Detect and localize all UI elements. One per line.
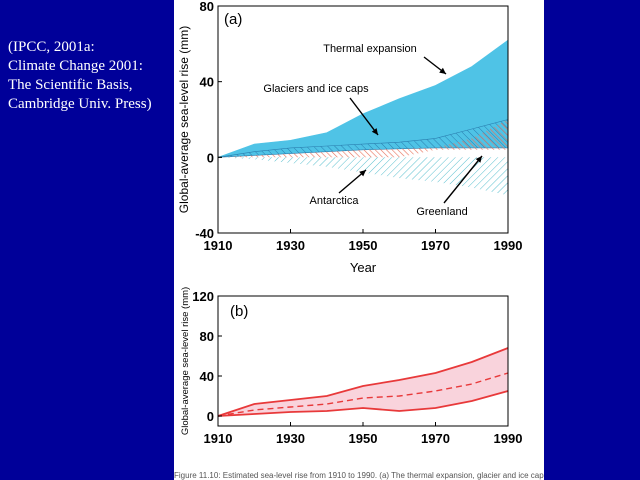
x-tick-label-b: 1950 <box>349 431 378 446</box>
x-tick-label-a: 1950 <box>349 238 378 253</box>
panel-label-a: (a) <box>224 11 242 28</box>
panel-label-b: (b) <box>230 303 248 320</box>
uncertainty-band-b <box>218 348 508 416</box>
arrow-head <box>439 67 446 74</box>
lower-line-b <box>217 390 509 417</box>
y-tick-label-a: 80 <box>200 0 214 14</box>
x-tick-label-a: 1930 <box>276 238 305 253</box>
y-axis-label-a: Global-average sea-level rise (mm) <box>177 26 191 213</box>
citation-line: (IPCC, 2001a: <box>8 39 95 55</box>
series-band-antarctica <box>218 157 508 196</box>
arrow-line <box>349 97 379 136</box>
arrow-line <box>443 155 483 204</box>
figure-panel: 1910 1930 1950 1970 1990 -40 0 40 80 Year Global-a… <box>174 0 544 480</box>
x-tick-label-a: 1910 <box>204 238 233 253</box>
arrow-head <box>475 156 482 163</box>
x-axis-label-a: Year <box>350 260 377 275</box>
central-line-b <box>217 372 509 417</box>
y-tick-label-b: 40 <box>200 369 214 384</box>
upper-line-b <box>217 347 509 417</box>
series-label-antarctica: Antarctica <box>310 195 360 207</box>
y-tick-label-a: 0 <box>207 150 214 165</box>
y-tick-label-a: -40 <box>195 226 214 241</box>
x-tick-label-b: 1990 <box>494 431 523 446</box>
y-tick-label-b: 0 <box>207 409 214 424</box>
series-label-thermal-expansion: Thermal expansion <box>323 43 417 55</box>
chart-panel-b: 1910 1930 1950 1970 1990 0 40 80 120Global-avera… <box>180 287 522 446</box>
x-tick-label-b: 1930 <box>276 431 305 446</box>
arrow-head <box>371 128 378 135</box>
figure-caption: Figure 11.10: Estimated sea-level rise f… <box>174 472 544 480</box>
citation-line: Cambridge Univ. Press) <box>8 96 152 112</box>
x-tick-label-a: 1990 <box>494 238 523 253</box>
citation-line: The Scientific Basis, <box>8 77 133 93</box>
x-tick-label-b: 1970 <box>421 431 450 446</box>
y-tick-label-b: 80 <box>200 329 214 344</box>
x-tick-label-a: 1970 <box>421 238 450 253</box>
citation-line: Climate Change 2001: <box>8 58 143 74</box>
chart-panel-a: 1910 1930 1950 1970 1990 -40 0 40 80 Year Global-a… <box>177 0 522 275</box>
sea-level-charts: 1910 1930 1950 1970 1990 -40 0 40 80 Year Global-a… <box>177 0 522 446</box>
y-axis-label-b: Global-average sea-level rise (mm) <box>180 287 191 435</box>
y-tick-label-b: 120 <box>192 289 214 304</box>
citation-text: (IPCC, 2001a: Climate Change 2001: The S… <box>8 38 152 114</box>
x-tick-label-b: 1910 <box>204 431 233 446</box>
series-label-glaciers-and-ice-caps: Glaciers and ice caps <box>263 83 369 95</box>
y-tick-label-a: 40 <box>200 75 214 90</box>
arrow-head <box>359 170 366 177</box>
series-label-greenland: Greenland <box>416 206 467 218</box>
